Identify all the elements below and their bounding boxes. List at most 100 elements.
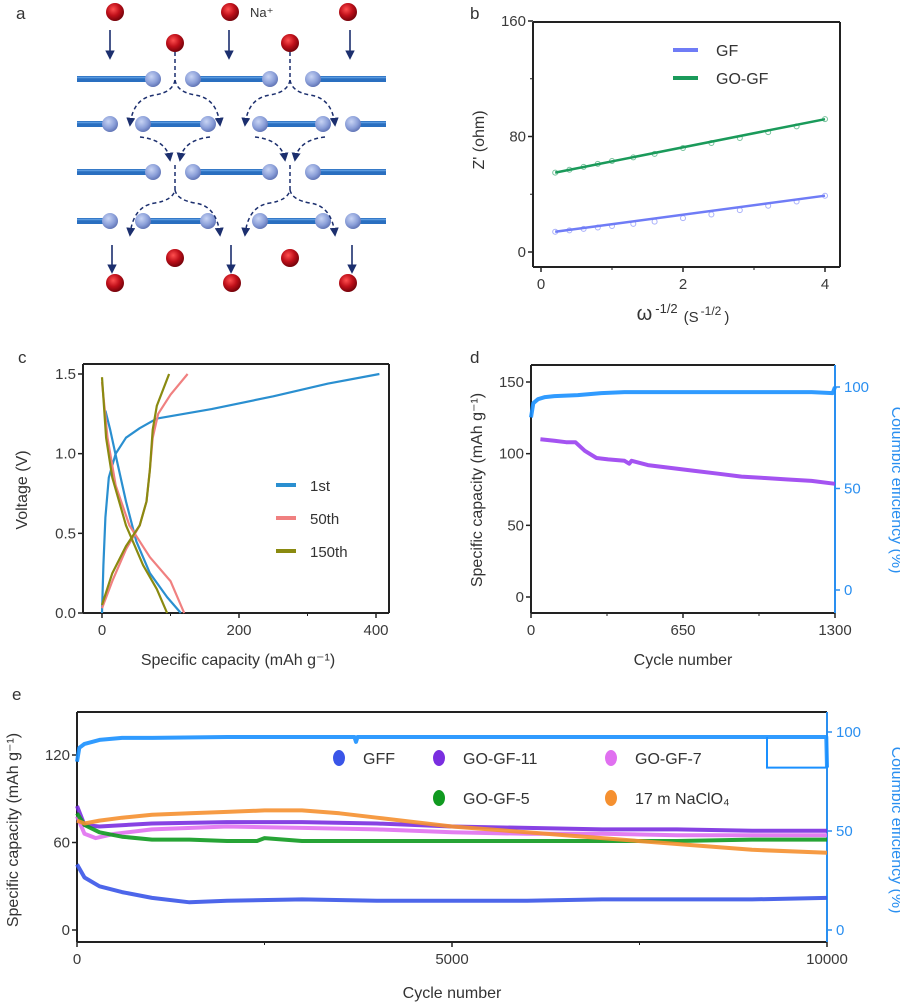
legend-marker [605,790,617,806]
na-ion [106,274,124,292]
oxygen-group-atom [305,164,321,180]
legend-marker [433,790,445,806]
voltage-curve [100,373,171,606]
voltage-curve [100,372,380,614]
data-point [680,145,686,152]
na-ion [106,3,124,21]
legend-label: 50th [310,511,339,528]
diffusion-path-arrow [289,189,339,237]
series-gff [75,863,828,905]
d-x-tick-label: 0 [527,622,535,639]
d-y-tick-label: 150 [499,374,524,391]
legend-label: GO-GF-7 [635,751,702,768]
c-x-axis-title: Specific capacity (mAh g⁻¹) [141,652,335,669]
na-ion [281,34,299,52]
legend-label: GO-GF-5 [463,791,530,808]
series-go-gf-7 [75,815,827,841]
na-ion [166,249,184,267]
c-chart: 0 200 400 0.0 0.5 1.0 1.5 1st 50th 150th [55,363,390,639]
oxygen-group-atom [305,71,321,87]
e-chart: 0 5000 10000 0 60 120 0 50 100 GFF GO-GF-11 GO-GF-7… [45,711,861,968]
diffusion-path-arrow [241,165,291,237]
data-point [822,116,828,123]
oxygen-group-atom [262,71,278,87]
data-point [708,139,715,146]
e-y-tick-label: 0 [62,922,70,939]
na-ion [339,3,357,21]
voltage-curve [100,377,169,614]
data-point [594,224,601,231]
legend-label: GO-GF [716,71,769,88]
legend-marker [605,750,617,766]
voltage-curve [104,410,182,614]
data-point [566,166,573,173]
data-point [594,160,601,167]
b-y-tick-label: 80 [509,129,526,146]
data-point [793,198,800,205]
oxygen-group-atom [345,213,361,229]
series-1st [100,372,380,614]
e-x-axis-title: Cycle number [403,985,502,1002]
b-chart: 0 2 4 0 80 160 GF GO-GF [501,13,841,293]
b-x-title-unit-sup: -1/2 [701,304,722,318]
e-y-axis-title: Specific capacity (mAh g⁻¹) [5,733,22,927]
oxygen-group-atom [262,164,278,180]
series-columbic-efficiency [529,386,837,418]
b-x-title-main: ω [637,303,653,325]
na-ion [281,249,299,267]
na-ion-label: Na⁺ [250,5,273,20]
oxygen-group-atom [345,116,361,132]
oxygen-group-atom [200,116,216,132]
legend-label: GO-GF-11 [463,751,537,768]
data-point [765,129,772,136]
data-point [765,202,772,209]
c-y-axis-title: Voltage (V) [14,450,31,529]
oxygen-group-atom [185,164,201,180]
legend-marker [433,750,445,766]
b-x-tick-label: 0 [537,276,545,293]
c-y-tick-label: 0.5 [55,525,76,542]
series-go-gf-11 [75,805,827,833]
data-point [651,218,658,225]
c-x-tick-label: 0 [98,622,106,639]
d-y-tick-label: 0 [516,589,524,606]
legend-label: GFF [363,751,395,768]
c-x-tick-label: 400 [363,622,388,639]
series-go-gf [552,116,828,176]
b-y-tick-label: 160 [501,13,526,30]
series-17-m-naclo- [76,808,828,855]
panel-label-c: c [18,348,27,367]
oxygen-group-atom [185,71,201,87]
panel-label-a: a [16,4,26,23]
b-x-title-close: ) [724,309,729,326]
oxygen-group-atom [200,213,216,229]
d-y-tick-label: 50 [507,517,524,534]
b-x-axis-title: ω -1/2(S -1/2) [637,301,730,326]
d-y2-tick-label: 0 [844,582,852,599]
oxygen-group-atom [135,213,151,229]
e-x-tick-label: 5000 [435,951,468,968]
data-point [580,225,587,232]
ion-transport-diagram [77,3,386,292]
b-x-title-sup: -1/2 [655,301,677,316]
oxygen-group-atom [315,213,331,229]
diffusion-path-arrow [254,136,289,162]
legend-label: 17 m NaClO₄ [635,791,730,808]
na-ion [339,274,357,292]
c-y-tick-label: 1.5 [55,366,76,383]
ce-guide-line [766,737,827,769]
diffusion-path-arrow [126,165,176,237]
e-x-tick-label: 10000 [806,951,848,968]
oxygen-group-atom [145,71,161,87]
data-point [630,154,637,161]
series-specific-capacity [540,437,836,486]
data-point [736,207,743,214]
legend-label: GF [716,43,738,60]
b-y-tick-label: 0 [518,244,526,261]
voltage-curve [100,381,186,614]
data-point [822,192,828,199]
data-point [609,158,615,165]
e-y2-tick-label: 0 [836,922,844,939]
series-gf [552,192,828,235]
